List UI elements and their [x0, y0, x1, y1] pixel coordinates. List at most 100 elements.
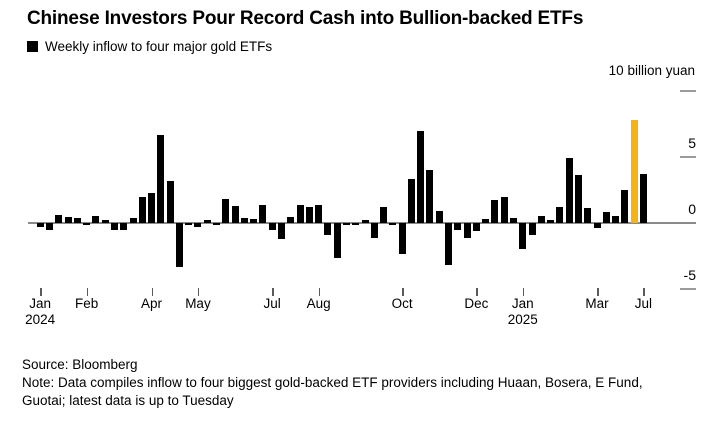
- bar-week-42: [426, 170, 434, 223]
- x-axis-label: Feb: [74, 296, 99, 311]
- bar-week-13: [157, 135, 165, 223]
- x-axis-label: Jan: [29, 296, 52, 311]
- bar-week-28: [296, 204, 304, 223]
- x-axis-label: Jul: [634, 296, 653, 311]
- bar-week-24: [259, 205, 267, 223]
- footer: Source: Bloomberg Note: Data compiles in…: [22, 356, 712, 410]
- bar-week-32: [333, 223, 341, 258]
- zero-baseline: [28, 222, 696, 224]
- bar-week-9: [120, 223, 128, 231]
- bar-week-40: [407, 179, 415, 223]
- bar-week-21: [231, 205, 239, 223]
- x-axis-tick: [86, 288, 89, 296]
- bar-week-23: [250, 219, 258, 223]
- page-title: Chinese Investors Pour Record Cash into …: [27, 8, 584, 29]
- bar-week-3: [64, 217, 72, 223]
- bar-week-58: [574, 175, 582, 223]
- bar-week-55: [547, 219, 555, 223]
- x-axis-tick: [476, 288, 478, 296]
- bar-week-35: [361, 220, 369, 223]
- bar-week-49: [491, 199, 499, 223]
- x-axis-tick: [197, 288, 200, 296]
- y-axis-label: 0: [688, 201, 696, 217]
- bar-week-29: [305, 206, 313, 223]
- x-axis-label: Apr: [141, 296, 163, 311]
- bar-week-1: [45, 223, 53, 230]
- y-axis-unit-label: 10 billion yuan: [608, 63, 695, 78]
- legend: Weekly inflow to four major gold ETFs: [27, 39, 272, 54]
- note-line-1: Note: Data compiles inflow to four bigge…: [22, 375, 643, 390]
- y-axis-tick: [680, 288, 696, 290]
- bar-week-46: [463, 223, 471, 238]
- x-axis-label: Mar: [585, 296, 609, 311]
- x-axis-label: Jan: [511, 296, 534, 311]
- bar-week-62: [612, 216, 620, 223]
- note-line-2: Guotai; latest data is up to Tuesday: [22, 393, 234, 408]
- bar-week-41: [417, 130, 425, 223]
- bar-week-2: [55, 215, 63, 223]
- x-axis-label: May: [185, 296, 211, 311]
- x-axis-tick: [597, 288, 599, 296]
- bar-week-0: [36, 223, 44, 227]
- bar-week-8: [110, 223, 118, 231]
- bar-week-38: [389, 223, 397, 225]
- bar-week-37: [380, 207, 388, 223]
- bar-week-60: [593, 223, 601, 229]
- x-axis-label: Dec: [464, 296, 489, 311]
- bar-week-65: [639, 174, 647, 223]
- bar-week-18: [203, 220, 211, 223]
- bar-week-14: [166, 180, 174, 223]
- x-axis-year-label: 2025: [507, 312, 538, 327]
- x-axis-tick: [40, 288, 42, 296]
- bar-week-47: [472, 223, 480, 231]
- bar-week-54: [537, 216, 545, 223]
- bar-week-33: [342, 223, 350, 225]
- bar-week-30: [315, 204, 323, 223]
- x-axis-tick: [318, 288, 321, 296]
- x-axis-tick: [643, 288, 645, 296]
- bar-week-22: [240, 218, 248, 223]
- bar-week-7: [101, 219, 109, 223]
- y-axis-label: 5: [688, 135, 696, 151]
- bar-week-39: [398, 223, 406, 255]
- x-axis-tick: [402, 288, 404, 296]
- bar-week-63: [621, 190, 629, 223]
- bar-week-34: [352, 223, 360, 225]
- bar-week-56: [556, 207, 564, 223]
- bar-week-17: [194, 223, 202, 227]
- bar-week-51: [509, 218, 517, 223]
- bar-week-4: [73, 218, 81, 223]
- bar-week-61: [602, 212, 610, 223]
- bar-week-48: [482, 219, 490, 223]
- x-axis-tick: [272, 288, 274, 296]
- bar-week-19: [213, 223, 221, 225]
- x-axis-tick: [522, 288, 525, 296]
- bar-week-6: [92, 215, 100, 223]
- bar-week-27: [287, 217, 295, 223]
- legend-label: Weekly inflow to four major gold ETFs: [45, 39, 273, 54]
- x-axis-label: Aug: [306, 296, 331, 311]
- bar-week-10: [129, 218, 137, 223]
- x-axis-label: Jul: [263, 296, 281, 311]
- bar-week-45: [454, 223, 462, 230]
- bar-week-31: [324, 223, 332, 235]
- x-axis-tick: [151, 288, 154, 296]
- bar-week-26: [277, 223, 285, 239]
- bar-week-36: [370, 223, 378, 239]
- bar-week-43: [435, 211, 443, 223]
- x-axis-year-label: 2024: [25, 312, 56, 327]
- bar-week-12: [148, 192, 156, 223]
- legend-swatch-icon: [27, 41, 38, 52]
- bar-week-11: [138, 196, 146, 223]
- bar-week-59: [584, 208, 592, 223]
- bar-week-52: [519, 223, 527, 249]
- bar-week-57: [565, 158, 573, 223]
- bar-week-5: [83, 223, 91, 225]
- y-axis-label: -5: [683, 267, 696, 283]
- bar-week-53: [528, 223, 536, 235]
- bar-week-16: [185, 223, 193, 225]
- y-axis-tick: [680, 156, 696, 158]
- bar-week-44: [445, 223, 453, 265]
